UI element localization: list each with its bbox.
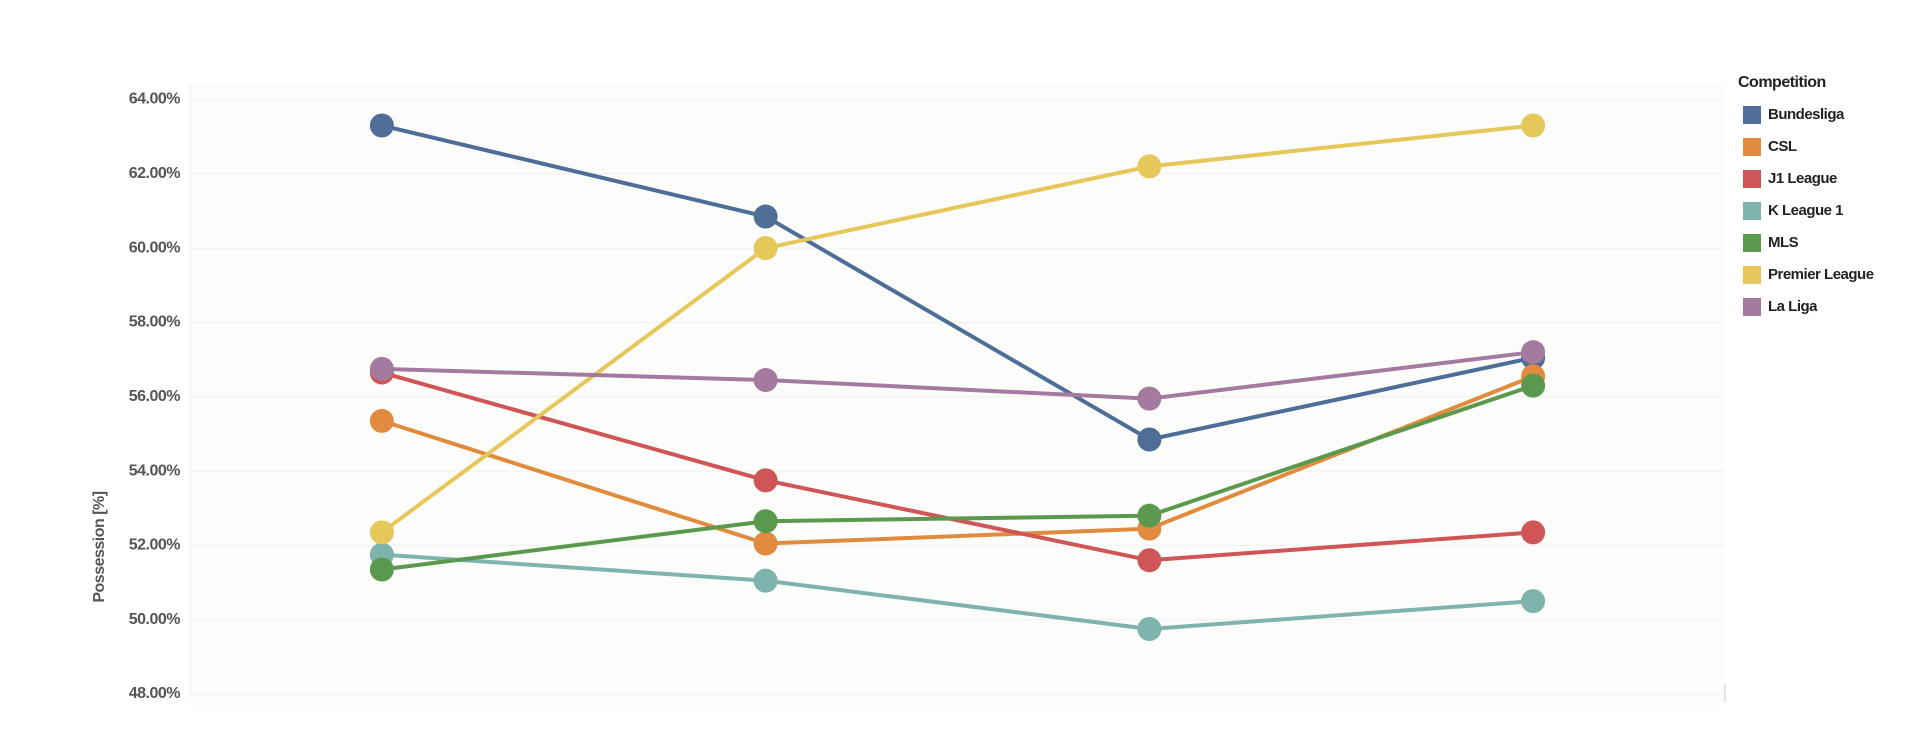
legend-swatch — [1743, 170, 1761, 188]
legend-label: CSL — [1768, 138, 1797, 155]
data-point — [369, 557, 394, 582]
data-point — [1137, 548, 1162, 573]
legend-swatch — [1743, 106, 1761, 124]
y-tick-label: 48.00% — [129, 685, 181, 702]
legend-label: K League 1 — [1768, 202, 1843, 219]
data-point — [1137, 386, 1162, 411]
data-point — [1137, 616, 1162, 641]
y-axis-label: Possession [%] — [91, 491, 108, 602]
legend-label: J1 League — [1768, 170, 1837, 187]
data-point — [369, 356, 394, 381]
legend: Bundesliga CSL J1 League K League 1 MLS Premi… — [1743, 106, 1874, 316]
y-tick-label: 56.00% — [129, 388, 181, 405]
data-point — [753, 204, 778, 229]
legend-swatch — [1743, 266, 1761, 284]
data-point — [753, 568, 778, 593]
legend-label: MLS — [1768, 234, 1799, 251]
legend-swatch — [1743, 234, 1761, 252]
data-point — [753, 509, 778, 534]
y-tick-label: 54.00% — [129, 462, 181, 479]
data-point — [753, 531, 778, 556]
data-point — [369, 408, 394, 433]
series-line — [381, 552, 1534, 631]
y-tick-label: 50.00% — [129, 611, 181, 628]
y-tick-label: 52.00% — [129, 537, 181, 554]
legend-label: Bundesliga — [1768, 106, 1845, 123]
data-point — [1137, 154, 1162, 179]
data-point — [369, 520, 394, 545]
data-point — [1521, 113, 1546, 138]
data-point — [1521, 589, 1546, 614]
y-tick-label: 60.00% — [129, 239, 181, 256]
data-point — [1521, 520, 1546, 545]
series-line — [380, 123, 1534, 534]
data-point — [753, 236, 778, 261]
legend-label: Premier League — [1768, 266, 1874, 283]
data-point — [1137, 427, 1162, 452]
legend-swatch — [1743, 138, 1761, 156]
legend-label: La Liga — [1768, 298, 1818, 315]
legend-swatch — [1743, 298, 1761, 316]
series-line — [381, 123, 1534, 442]
data-point — [1521, 340, 1546, 365]
y-tick-label: 64.00% — [129, 91, 181, 108]
series-line — [381, 383, 1534, 572]
y-tick-label: 62.00% — [129, 165, 181, 182]
data-point — [369, 113, 394, 138]
data-point — [753, 468, 778, 493]
series-line — [381, 350, 1534, 401]
data-point — [1521, 373, 1546, 398]
legend-swatch — [1743, 202, 1761, 220]
data-point — [753, 368, 778, 393]
y-tick-label: 58.00% — [129, 314, 181, 331]
plot-background — [190, 84, 1725, 706]
data-point — [1137, 503, 1162, 528]
legend-title: Competition — [1738, 74, 1826, 91]
